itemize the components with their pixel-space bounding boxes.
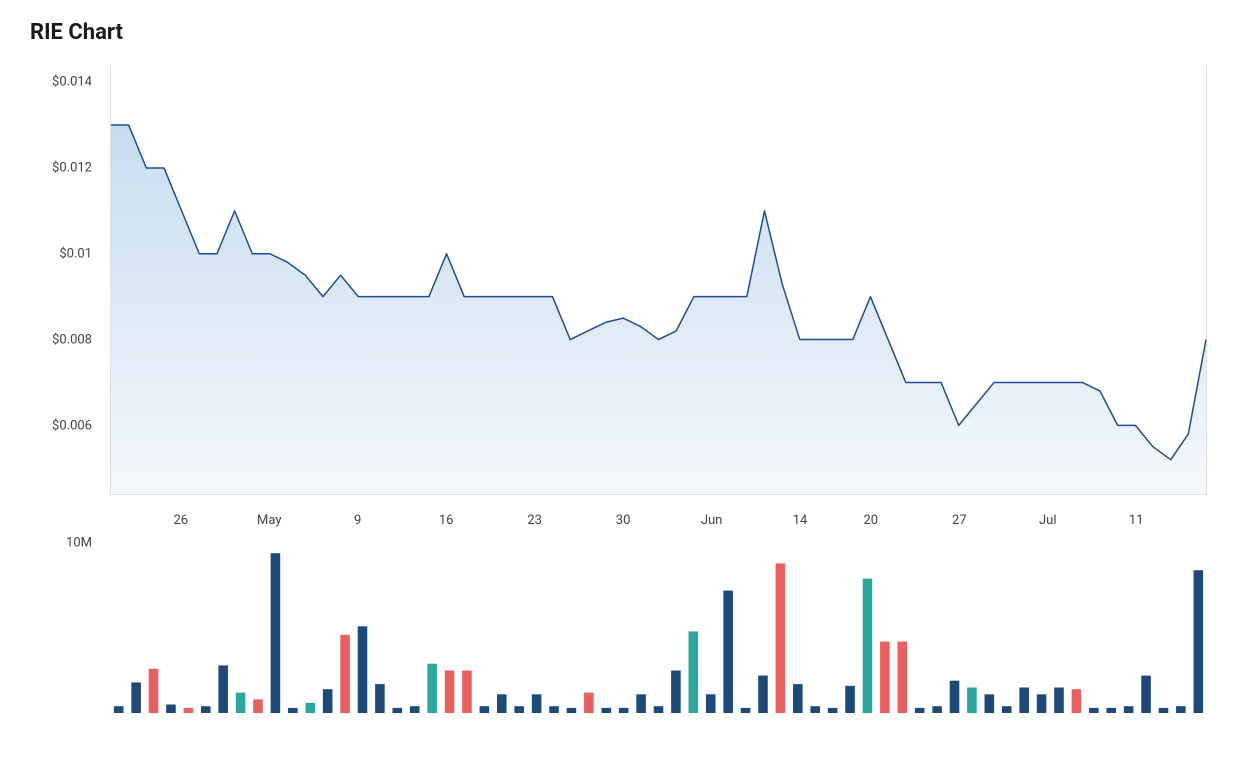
price-x-tick: 30 [616, 513, 631, 528]
volume-bar[interactable] [427, 664, 437, 713]
volume-y-tick: 10M [66, 536, 92, 551]
volume-bar[interactable] [1176, 706, 1186, 713]
volume-bar[interactable] [1089, 708, 1099, 713]
price-x-tick: 9 [354, 513, 361, 528]
volume-bar[interactable] [549, 706, 559, 713]
price-y-tick: $0.012 [52, 161, 92, 176]
volume-bar[interactable] [636, 694, 646, 713]
price-y-tick: $0.006 [52, 419, 92, 434]
volume-bar[interactable] [1037, 694, 1047, 713]
volume-bar[interactable] [776, 563, 786, 713]
volume-bar[interactable] [932, 706, 942, 713]
volume-bar[interactable] [1002, 706, 1012, 713]
volume-bar[interactable] [567, 708, 577, 713]
volume-bar[interactable] [410, 706, 420, 713]
volume-bar[interactable] [619, 708, 629, 713]
volume-bar[interactable] [149, 669, 159, 713]
price-area-fill [111, 125, 1206, 494]
volume-bar[interactable] [358, 626, 368, 713]
price-plot-area[interactable] [110, 65, 1207, 495]
volume-bar[interactable] [480, 706, 490, 713]
volume-bar[interactable] [445, 671, 455, 714]
chart-title: RIE Chart [30, 20, 1227, 45]
volume-bar[interactable] [288, 708, 298, 713]
volume-bar[interactable] [1124, 706, 1134, 713]
volume-bar[interactable] [184, 708, 194, 713]
price-x-tick: 14 [793, 513, 808, 528]
volume-bar[interactable] [514, 706, 524, 713]
volume-bar[interactable] [845, 686, 855, 713]
volume-bar[interactable] [741, 708, 751, 713]
price-x-tick: 27 [952, 513, 967, 528]
volume-bar[interactable] [1054, 688, 1064, 714]
volume-svg[interactable] [110, 543, 1207, 713]
volume-bar[interactable] [236, 693, 246, 713]
volume-bar[interactable] [218, 665, 228, 713]
volume-bar[interactable] [584, 693, 594, 713]
price-y-tick: $0.014 [52, 75, 92, 90]
volume-bar[interactable] [375, 684, 385, 713]
volume-bar[interactable] [1141, 676, 1151, 713]
volume-bar[interactable] [967, 688, 977, 714]
volume-bar[interactable] [671, 671, 681, 714]
price-y-axis: $0.006 $0.008 $0.01 $0.012 $0.014 [30, 65, 100, 535]
volume-bar[interactable] [253, 699, 263, 713]
price-y-tick: $0.01 [59, 247, 92, 262]
price-x-axis: 26 May 9 16 23 30 Jun 14 20 27 Jul 11 [110, 505, 1207, 535]
volume-bar[interactable] [828, 708, 838, 713]
volume-bar[interactable] [897, 642, 907, 713]
volume-bar[interactable] [985, 694, 995, 713]
volume-bar[interactable] [810, 706, 820, 713]
volume-bar[interactable] [166, 705, 176, 714]
volume-bar[interactable] [706, 694, 716, 713]
chart-container: RIE Chart $0.006 $0.008 $0.01 $0.012 $0.014 … [0, 0, 1257, 765]
volume-bar[interactable] [723, 591, 733, 713]
volume-bar[interactable] [689, 631, 699, 713]
volume-bar[interactable] [131, 682, 141, 713]
price-x-tick: 20 [864, 513, 879, 528]
volume-bar[interactable] [1106, 708, 1116, 713]
volume-bar[interactable] [758, 676, 768, 713]
volume-bar[interactable] [305, 703, 315, 713]
volume-bar[interactable] [880, 642, 890, 713]
volume-bar[interactable] [114, 706, 124, 713]
volume-bar[interactable] [497, 694, 507, 713]
price-x-tick: Jul [1039, 513, 1057, 528]
volume-chart[interactable]: 10M [30, 543, 1227, 713]
volume-bar[interactable] [340, 635, 350, 713]
volume-bar[interactable] [1072, 689, 1082, 713]
volume-bar[interactable] [271, 553, 281, 713]
price-x-tick: 23 [527, 513, 542, 528]
price-x-tick: 26 [173, 513, 188, 528]
price-chart[interactable]: $0.006 $0.008 $0.01 $0.012 $0.014 26 May 9 16 23… [30, 65, 1227, 535]
volume-bar[interactable] [950, 681, 960, 713]
volume-bar[interactable] [462, 671, 472, 714]
volume-bar[interactable] [863, 579, 873, 713]
price-x-tick: May [257, 513, 281, 528]
price-svg[interactable] [111, 65, 1206, 494]
price-x-tick: 11 [1129, 513, 1144, 528]
volume-plot-area[interactable] [110, 543, 1207, 713]
price-x-tick: 16 [439, 513, 454, 528]
volume-bar[interactable] [532, 694, 542, 713]
volume-bar[interactable] [793, 684, 803, 713]
price-y-tick: $0.008 [52, 333, 92, 348]
volume-bar[interactable] [393, 708, 403, 713]
volume-bar[interactable] [323, 689, 333, 713]
volume-bar[interactable] [1194, 570, 1204, 713]
volume-bar[interactable] [915, 708, 925, 713]
volume-bar[interactable] [1019, 688, 1029, 714]
volume-y-axis: 10M [30, 543, 100, 713]
volume-bar[interactable] [201, 706, 211, 713]
chart-panel: $0.006 $0.008 $0.01 $0.012 $0.014 26 May 9 16 23… [30, 65, 1227, 713]
volume-bar[interactable] [1159, 708, 1169, 713]
price-x-tick: Jun [701, 513, 723, 528]
volume-bar[interactable] [601, 708, 611, 713]
volume-bar[interactable] [654, 706, 664, 713]
